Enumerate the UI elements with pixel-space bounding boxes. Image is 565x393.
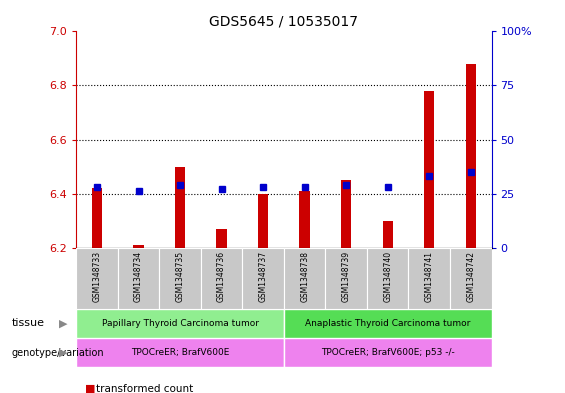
Text: GSM1348735: GSM1348735 [176, 251, 185, 302]
Text: GSM1348741: GSM1348741 [425, 251, 434, 302]
Bar [216, 229, 227, 248]
Bar [367, 248, 408, 309]
Text: transformed count: transformed count [96, 384, 193, 393]
Text: tissue: tissue [11, 318, 44, 328]
Bar [201, 248, 242, 309]
Bar [450, 248, 492, 309]
Text: GSM1348733: GSM1348733 [93, 251, 102, 302]
Text: GSM1348739: GSM1348739 [342, 251, 351, 302]
Bar [341, 180, 351, 248]
Text: TPOCreER; BrafV600E; p53 -/-: TPOCreER; BrafV600E; p53 -/- [321, 348, 455, 357]
Text: GSM1348738: GSM1348738 [300, 251, 309, 302]
Bar [408, 248, 450, 309]
Text: GSM1348736: GSM1348736 [217, 251, 226, 302]
Bar [284, 338, 492, 367]
Bar [159, 248, 201, 309]
Text: Anaplastic Thyroid Carcinoma tumor: Anaplastic Thyroid Carcinoma tumor [305, 319, 471, 328]
Text: Papillary Thyroid Carcinoma tumor: Papillary Thyroid Carcinoma tumor [102, 319, 259, 328]
Bar [175, 167, 185, 248]
Bar [118, 248, 159, 309]
Bar [299, 191, 310, 248]
Bar [258, 193, 268, 248]
Text: GSM1348734: GSM1348734 [134, 251, 143, 302]
Bar [284, 248, 325, 309]
Bar [242, 248, 284, 309]
Bar [284, 309, 492, 338]
Text: ▶: ▶ [59, 318, 68, 328]
Bar [76, 338, 284, 367]
Bar [76, 309, 284, 338]
Bar [325, 248, 367, 309]
Text: GSM1348742: GSM1348742 [466, 251, 475, 302]
Bar [383, 220, 393, 248]
Title: GDS5645 / 10535017: GDS5645 / 10535017 [210, 15, 358, 29]
Bar [424, 91, 434, 248]
Text: GSM1348737: GSM1348737 [259, 251, 268, 302]
Text: GSM1348740: GSM1348740 [383, 251, 392, 302]
Bar [466, 64, 476, 248]
Text: ▶: ▶ [59, 348, 68, 358]
Text: genotype/variation: genotype/variation [11, 348, 104, 358]
Bar [92, 188, 102, 248]
Bar [133, 245, 144, 248]
Text: TPOCreER; BrafV600E: TPOCreER; BrafV600E [131, 348, 229, 357]
Text: ■: ■ [85, 384, 95, 393]
Bar [76, 248, 118, 309]
